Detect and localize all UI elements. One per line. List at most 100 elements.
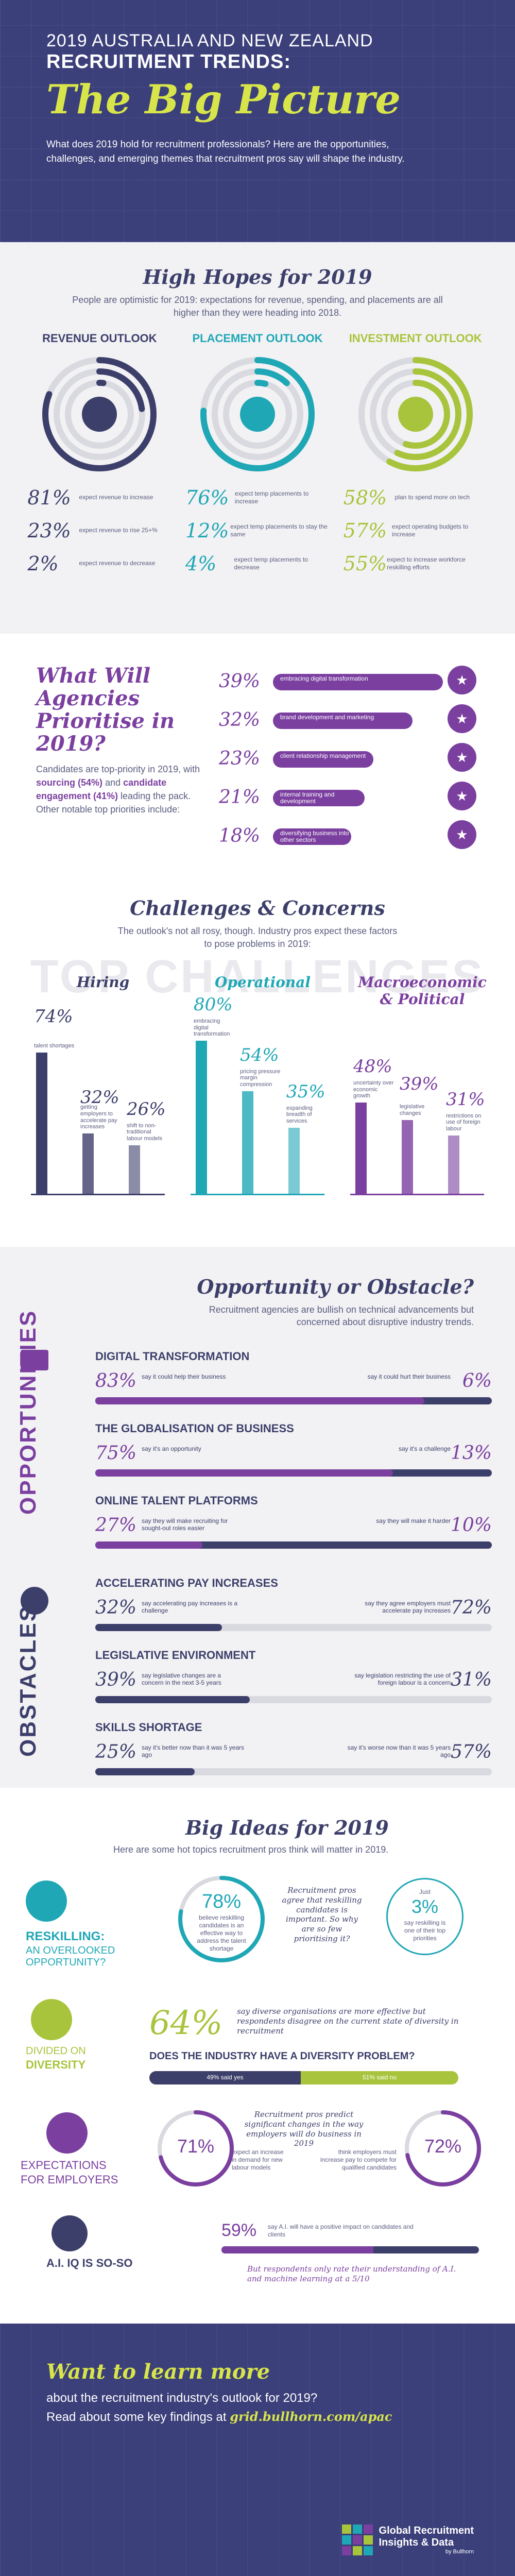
priority-icon: ★ (448, 782, 476, 810)
reskilling-ring2 (386, 1878, 464, 1955)
outlook-stat-value: 58% (343, 486, 387, 509)
ideas-subtitle: Here are some hot topics recruitment pro… (113, 1844, 389, 1855)
priority-icon: ★ (448, 666, 476, 694)
agencies-title: What Will Agencies Prioritise in 2019? (36, 664, 175, 756)
item-track (95, 1397, 492, 1404)
priority-item: 21% internal training and development ★ (219, 782, 476, 811)
item-left-text: say accelerating pay increases is a chal… (142, 1600, 238, 1615)
priority-item: 23% client relationship management ★ (219, 743, 476, 773)
item-track (95, 1469, 492, 1477)
challenges-title: Challenges & Concerns (130, 896, 385, 920)
challenge-bar (242, 1091, 253, 1195)
item-right-text: say it's worse now than it was 5 years a… (347, 1744, 451, 1759)
item-track (95, 1541, 492, 1549)
outlook-stat-label: expect revenue to decrease (79, 560, 156, 567)
item-left-text: say it could help their business (142, 1373, 226, 1380)
computer-icon (21, 1350, 48, 1370)
reskilling-quote: Recruitment pros agree that reskilling c… (282, 1886, 362, 1943)
challenge-baseline (191, 1194, 324, 1195)
challenge-label: shift to non-traditional labour models (127, 1122, 163, 1142)
header-background (0, 0, 515, 242)
priority-pct: 18% (219, 825, 261, 846)
outlook-column: INVESTMENT OUTLOOK 58% plan to spend more … (343, 332, 488, 575)
priority-pct: 32% (219, 709, 261, 731)
priority-icon: ★ (448, 820, 476, 849)
outlook-ring-2 (381, 379, 450, 449)
employers-left-pct: 71% (177, 2136, 215, 2157)
outlook-stat-label: plan to spend more on tech (394, 494, 470, 501)
outlook-stat-value: 81% (27, 486, 71, 509)
outlook-stat: 55% expect to increase workforce reskilli… (344, 552, 488, 575)
outlook-ring-1 (369, 368, 461, 460)
item-right-pct: 13% (450, 1443, 492, 1464)
footer-title: Want to learn more (46, 2360, 270, 2384)
outlook-stat-label: expect to increase workforce reskilling … (387, 556, 466, 571)
outlook-stat: 58% plan to spend more on tech (344, 486, 488, 509)
logo-line3: by Bullhorn (445, 2549, 474, 2555)
challenge-label: getting employers to accelerate pay incr… (80, 1104, 117, 1130)
outlook-stat: 23% expect revenue to rise 25+% (27, 519, 171, 542)
dollar-icon (82, 396, 117, 432)
challenges-watermark: TOP CHALLENGES (30, 951, 485, 1003)
challenge-value: 54% (240, 1044, 279, 1065)
challenge-bar (355, 1103, 367, 1195)
priority-bar: client relationship management (273, 751, 373, 768)
high-hopes-section: High Hopes for 2019 People are optimisti… (0, 242, 515, 634)
reskilling-heading: RESKILLING: (26, 1929, 105, 1943)
item-track (95, 1624, 492, 1631)
reskilling-ring (178, 1876, 265, 1962)
item-fill (95, 1469, 393, 1477)
opp-obstacle-item: THE GLOBALISATION OF BUSINESS 75% say it's… (95, 1422, 492, 1484)
agencies-body: Candidates are top-priority in 2019, wit… (36, 764, 200, 815)
opportunity-obstacle-section: Opportunity or Obstacle? Recruitment age… (0, 1247, 515, 1788)
challenge-value: 48% (353, 1056, 392, 1077)
outlook-ring-0 (42, 357, 157, 471)
challenge-bar (129, 1145, 140, 1195)
employers-heading: EXPECTATIONS (21, 2159, 107, 2172)
employers-icon (46, 2112, 88, 2154)
footer-link[interactable]: grid.bullhorn.com/apac (230, 2409, 392, 2424)
footer-line2: Read about some key findings at grid.bul… (46, 2409, 392, 2424)
priority-label: internal training and development (280, 791, 335, 805)
outlook-ring-2 (65, 379, 134, 449)
header-section: 2019 AUSTRALIA AND NEW ZEALAND RECRUITME… (0, 0, 515, 242)
item-left-pct: 32% (95, 1597, 137, 1618)
priority-label: brand development and marketing (280, 714, 374, 721)
employers-right-pct: 72% (424, 2136, 462, 2157)
money-icon (398, 396, 433, 432)
page-title: The Big Picture (46, 76, 401, 123)
item-heading: THE GLOBALISATION OF BUSINESS (95, 1422, 294, 1435)
ai-heading: A.I. IQ IS SO-SO (46, 2257, 133, 2269)
outlook-stat-label: expect temp placements to increase (234, 490, 309, 505)
item-right-pct: 72% (450, 1597, 492, 1618)
priority-icon: ★ (448, 743, 476, 772)
item-left-text: say it's an opportunity (142, 1445, 201, 1452)
outlook-rings (200, 357, 315, 471)
diversity-icon (31, 1999, 72, 2040)
header-line2: RECRUITMENT TRENDS: (46, 51, 291, 73)
outlook-stat-value: 12% (185, 519, 229, 542)
challenge-label: legislative changes (400, 1104, 425, 1117)
challenge-bar (402, 1120, 413, 1195)
priority-icon: ★ (448, 704, 476, 733)
outlook-stat: 81% expect revenue to increase (27, 486, 171, 509)
item-left-text: say they will make recruiting for sought… (142, 1517, 228, 1532)
logo-grid-icon (341, 2524, 373, 2555)
diversity-text: say diverse organisations are more effec… (237, 2007, 459, 2036)
outlook-ring-0 (200, 357, 315, 471)
opp-title: Opportunity or Obstacle? (197, 1275, 474, 1298)
challenge-label: talent shortages (34, 1042, 75, 1049)
item-left-text: say legislative changes are a concern in… (142, 1672, 221, 1687)
priority-item: 39% embracing digital transformation ★ (219, 666, 476, 696)
outlook-stat: 2% expect revenue to decrease (27, 552, 171, 575)
employers-subheading: FOR EMPLOYERS (21, 2173, 118, 2186)
outlook-columns: REVENUE OUTLOOK 81% expect revenue to incr… (0, 332, 515, 575)
outlook-stat-value: 57% (343, 519, 387, 542)
item-heading: ONLINE TALENT PLATFORMS (95, 1494, 258, 1507)
outlook-stat-label: expect revenue to rise 25+% (79, 527, 158, 534)
ai-bar (221, 2246, 479, 2253)
priority-item: 18% diversifying business into other sect… (219, 820, 476, 850)
outlook-stat: 76% expect temp placements to increase (185, 486, 330, 509)
item-fill (95, 1397, 425, 1404)
diversity-question: DOES THE INDUSTRY HAVE A DIVERSITY PROBL… (149, 2050, 415, 2062)
